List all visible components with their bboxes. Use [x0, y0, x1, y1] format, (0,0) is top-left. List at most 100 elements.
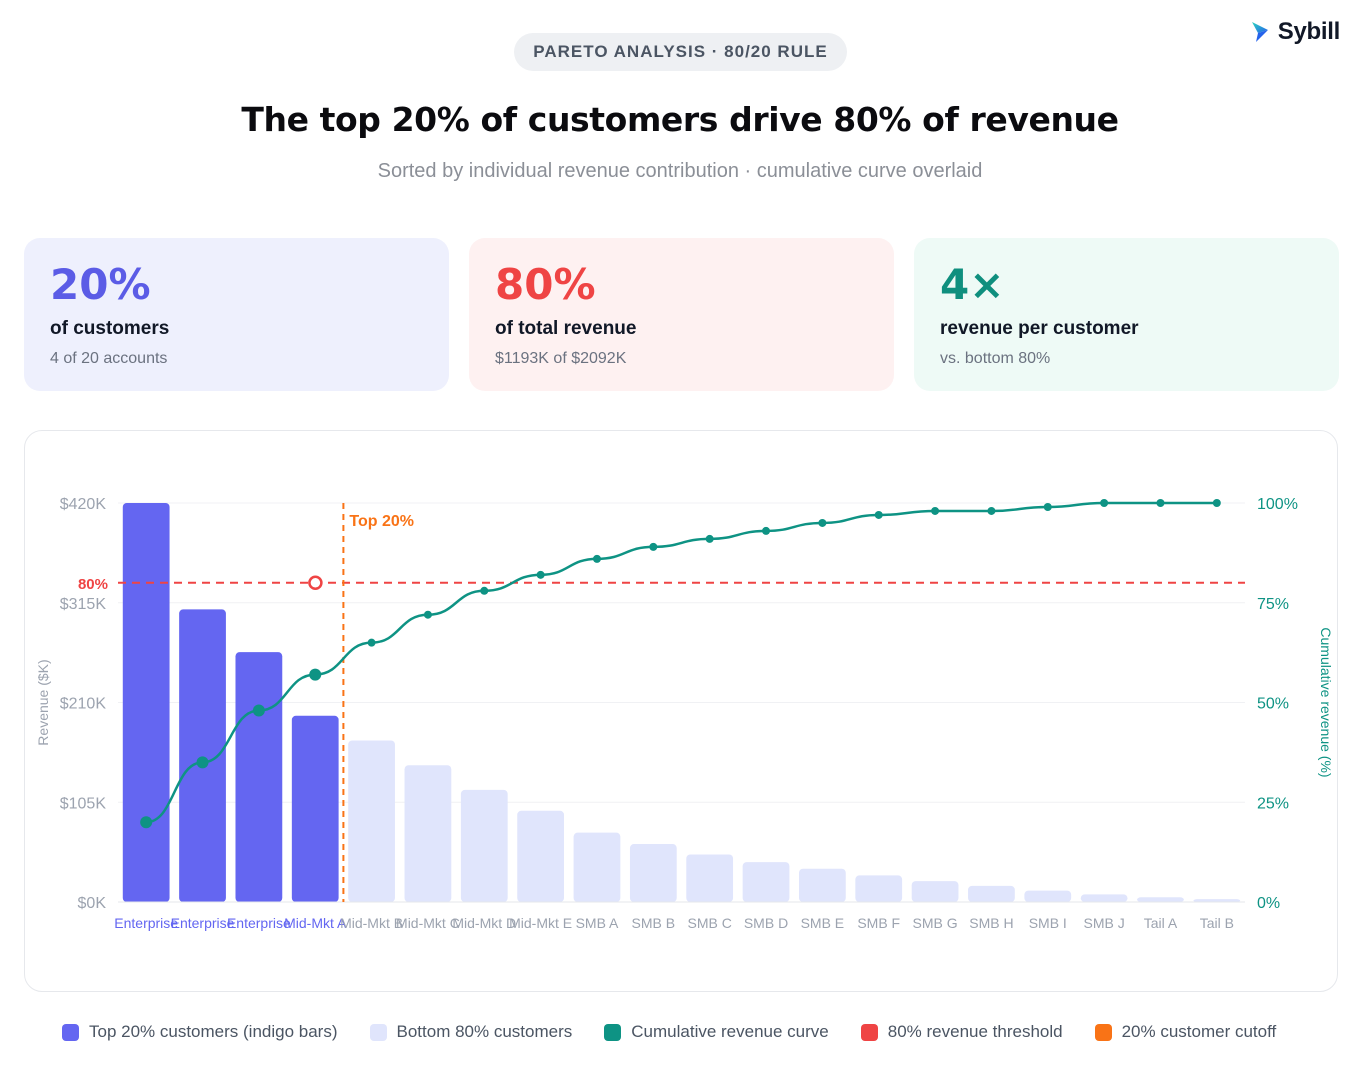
- cumulative-point: [649, 542, 658, 551]
- legend-swatch: [62, 1023, 79, 1041]
- sybill-logo-icon: [1251, 22, 1268, 42]
- x-tick-label: SMB D: [744, 915, 788, 931]
- x-tick-label: SMB J: [1084, 915, 1125, 931]
- brand-name: Sybill: [1277, 18, 1341, 45]
- y2-tick-label: 75%: [1257, 596, 1289, 613]
- brand-logo: Sybill: [1248, 18, 1340, 46]
- cumulative-point: [1212, 499, 1221, 507]
- bar-top-customer: [122, 503, 170, 902]
- bar-bottom-customer: [686, 854, 734, 902]
- bar-bottom-customer: [404, 765, 452, 902]
- legend-swatch: [860, 1023, 878, 1041]
- cumulative-point: [874, 510, 883, 519]
- bar-bottom-customer: [1137, 897, 1184, 902]
- cumulative-point: [705, 534, 714, 543]
- cumulative-point: [196, 756, 209, 769]
- legend-swatch: [1094, 1023, 1112, 1041]
- cumulative-point: [818, 518, 827, 527]
- cumulative-point: [309, 668, 322, 681]
- threshold-label: 80%: [78, 576, 108, 593]
- y2-tick-label: 0%: [1257, 895, 1280, 912]
- cumulative-point: [931, 506, 940, 515]
- bar-bottom-customer: [911, 881, 959, 902]
- bar-top-customer: [179, 609, 226, 902]
- y2-tick-label: 100%: [1257, 496, 1298, 513]
- stat-detail: 4 of 20 accounts: [50, 350, 168, 367]
- cumulative-point: [536, 570, 545, 579]
- bar-bottom-customer: [798, 868, 846, 902]
- y2-axis-label: Cumulative revenue (%): [1318, 627, 1334, 777]
- cumulative-point: [480, 586, 489, 595]
- pareto-chart: $0K $105K $210K $315K $420K 0% 25% 50% 75% 100% Re…: [35, 496, 1334, 931]
- legend-swatch: [369, 1023, 387, 1041]
- cumulative-point: [1156, 499, 1165, 507]
- x-tick-label: SMB E: [801, 915, 845, 931]
- legend-swatch: [604, 1023, 622, 1041]
- section-pill: PARETO ANALYSIS · 80/20 RULE: [514, 33, 847, 71]
- page-title: The top 20% of customers drive 80% of re…: [241, 100, 1119, 139]
- y-tick-label: $0K: [78, 895, 107, 912]
- x-tick-label: Mid-Mkt A: [284, 915, 347, 931]
- y-tick-label: $210K: [60, 696, 107, 713]
- cumulative-point: [1043, 502, 1052, 511]
- y-tick-label: $420K: [60, 496, 107, 513]
- x-tick-label: Mid-Mkt B: [340, 915, 403, 931]
- stat-card-multiplier: 4× revenue per customer vs. bottom 80%: [914, 238, 1339, 391]
- stat-value: 4×: [940, 260, 1005, 309]
- x-tick-label: SMB G: [913, 915, 958, 931]
- stat-label: revenue per customer: [940, 318, 1139, 339]
- legend-label: 20% customer cutoff: [1121, 1022, 1277, 1041]
- x-tick-label: Mid-Mkt C: [396, 915, 460, 931]
- x-tick-label: SMB B: [632, 915, 676, 931]
- cutoff-label: Top 20%: [349, 513, 414, 530]
- legend-label: Top 20% customers (indigo bars): [89, 1022, 338, 1041]
- x-tick-label: SMB H: [969, 915, 1013, 931]
- bar-top-customer: [291, 715, 339, 902]
- stat-detail: vs. bottom 80%: [940, 350, 1051, 367]
- bar-bottom-customer: [460, 789, 508, 902]
- bar-bottom-customer: [1080, 894, 1128, 902]
- legend-label: Cumulative revenue curve: [631, 1022, 829, 1041]
- stat-card-revenue: 80% of total revenue $1193K of $2092K: [469, 238, 894, 391]
- x-tick-label: SMB I: [1029, 915, 1067, 931]
- cumulative-point: [252, 704, 265, 717]
- cumulative-point: [987, 506, 996, 515]
- x-tick-label: SMB F: [857, 915, 900, 931]
- page-subtitle: Sorted by individual revenue contributio…: [377, 160, 983, 182]
- cumulative-point: [140, 816, 153, 829]
- bar-top-customer: [235, 652, 283, 902]
- bar-bottom-customer: [1193, 899, 1241, 902]
- legend-item-threshold: 80% revenue threshold: [860, 1022, 1063, 1042]
- y-tick-label: $315K: [60, 596, 107, 613]
- x-tick-label: Mid-Mkt E: [509, 915, 572, 931]
- y-tick-label: $105K: [60, 795, 107, 812]
- legend-item-curve: Cumulative revenue curve: [604, 1022, 829, 1042]
- legend-item-bottom: Bottom 80% customers: [369, 1022, 573, 1042]
- cumulative-point: [423, 610, 432, 619]
- legend-label: Bottom 80% customers: [396, 1022, 573, 1041]
- x-tick-label: Tail B: [1200, 915, 1234, 931]
- threshold-marker: [308, 575, 323, 591]
- stat-label: of customers: [50, 318, 170, 339]
- x-tick-label: Mid-Mkt D: [452, 915, 516, 931]
- y2-tick-label: 50%: [1257, 696, 1289, 713]
- legend-item-top: Top 20% customers (indigo bars): [62, 1022, 338, 1042]
- cumulative-point: [592, 554, 601, 563]
- x-tick-label: Enterprise: [114, 915, 178, 931]
- x-tick-label: SMB C: [688, 915, 732, 931]
- legend-item-cutoff: 20% customer cutoff: [1094, 1022, 1277, 1042]
- stat-detail: $1193K of $2092K: [495, 350, 627, 367]
- bar-bottom-customer: [629, 844, 677, 902]
- chart-legend: Top 20% customers (indigo bars) Bottom 8…: [62, 1022, 1276, 1042]
- x-tick-label: Enterprise: [227, 915, 291, 931]
- cumulative-point: [367, 638, 376, 647]
- bar-bottom-customer: [348, 740, 395, 902]
- stat-label: of total revenue: [495, 318, 637, 339]
- x-tick-label: Enterprise: [171, 915, 235, 931]
- x-tick-label: SMB A: [576, 915, 619, 931]
- x-tick-label: Tail A: [1144, 915, 1178, 931]
- cumulative-point: [762, 526, 771, 535]
- bar-bottom-customer: [1024, 890, 1072, 902]
- bar-bottom-customer: [573, 832, 621, 902]
- stat-value: 20%: [50, 260, 151, 309]
